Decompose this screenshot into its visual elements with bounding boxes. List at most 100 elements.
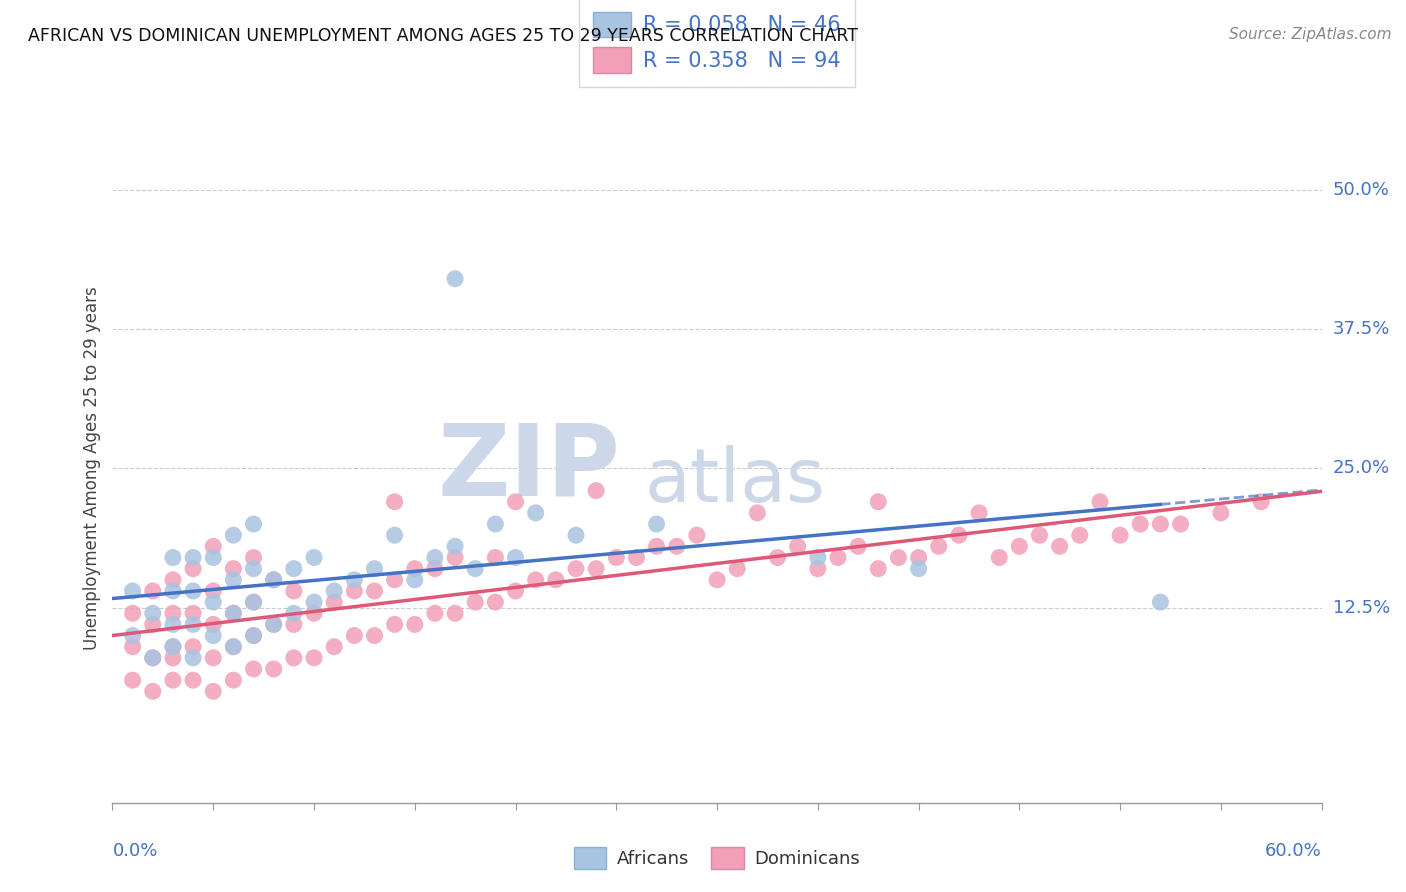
Point bbox=[484, 595, 506, 609]
Point bbox=[181, 651, 204, 665]
Point bbox=[283, 617, 305, 632]
Point bbox=[242, 595, 264, 609]
Point bbox=[162, 550, 184, 565]
Point bbox=[868, 562, 890, 576]
Point bbox=[181, 607, 204, 621]
Point bbox=[162, 584, 184, 599]
Point bbox=[202, 628, 225, 642]
Point bbox=[645, 539, 668, 553]
Point bbox=[766, 550, 789, 565]
Text: ZIP: ZIP bbox=[437, 420, 620, 516]
Point bbox=[1069, 528, 1091, 542]
Point bbox=[1049, 539, 1071, 553]
Point bbox=[343, 628, 366, 642]
Point bbox=[302, 550, 325, 565]
Point bbox=[384, 494, 406, 508]
Point bbox=[423, 550, 446, 565]
Point bbox=[263, 662, 285, 676]
Point bbox=[162, 640, 184, 654]
Point bbox=[202, 595, 225, 609]
Point bbox=[948, 528, 970, 542]
Point bbox=[302, 595, 325, 609]
Text: AFRICAN VS DOMINICAN UNEMPLOYMENT AMONG AGES 25 TO 29 YEARS CORRELATION CHART: AFRICAN VS DOMINICAN UNEMPLOYMENT AMONG … bbox=[28, 27, 858, 45]
Point bbox=[263, 617, 285, 632]
Point bbox=[363, 584, 385, 599]
Point bbox=[162, 651, 184, 665]
Point bbox=[162, 573, 184, 587]
Point bbox=[363, 628, 385, 642]
Point bbox=[263, 573, 285, 587]
Point bbox=[222, 528, 245, 542]
Point bbox=[222, 562, 245, 576]
Point bbox=[242, 662, 264, 676]
Y-axis label: Unemployment Among Ages 25 to 29 years: Unemployment Among Ages 25 to 29 years bbox=[83, 286, 101, 650]
Point bbox=[747, 506, 769, 520]
Point bbox=[121, 628, 143, 642]
Point bbox=[404, 573, 426, 587]
Point bbox=[323, 595, 346, 609]
Point bbox=[1149, 595, 1171, 609]
Point bbox=[928, 539, 950, 553]
Point bbox=[868, 494, 890, 508]
Point bbox=[585, 483, 607, 498]
Point bbox=[1170, 517, 1192, 532]
Text: 50.0%: 50.0% bbox=[1333, 180, 1389, 199]
Point bbox=[181, 617, 204, 632]
Point bbox=[283, 584, 305, 599]
Point bbox=[142, 607, 165, 621]
Point bbox=[142, 651, 165, 665]
Point bbox=[222, 673, 245, 688]
Point bbox=[444, 550, 467, 565]
Point bbox=[202, 651, 225, 665]
Point bbox=[464, 562, 486, 576]
Text: 0.0%: 0.0% bbox=[112, 842, 157, 860]
Point bbox=[283, 562, 305, 576]
Point bbox=[423, 607, 446, 621]
Point bbox=[1209, 506, 1232, 520]
Point bbox=[686, 528, 709, 542]
Point bbox=[343, 573, 366, 587]
Point bbox=[988, 550, 1011, 565]
Legend: R = 0.058   N = 46, R = 0.358   N = 94: R = 0.058 N = 46, R = 0.358 N = 94 bbox=[579, 0, 855, 87]
Point bbox=[1250, 494, 1272, 508]
Point bbox=[363, 562, 385, 576]
Point bbox=[524, 506, 547, 520]
Text: 37.5%: 37.5% bbox=[1333, 320, 1391, 338]
Point bbox=[142, 651, 165, 665]
Point bbox=[121, 673, 143, 688]
Point bbox=[1028, 528, 1050, 542]
Point bbox=[263, 573, 285, 587]
Point bbox=[242, 595, 264, 609]
Point bbox=[263, 617, 285, 632]
Point bbox=[222, 640, 245, 654]
Point bbox=[162, 607, 184, 621]
Point bbox=[181, 673, 204, 688]
Point bbox=[343, 584, 366, 599]
Point bbox=[202, 584, 225, 599]
Point bbox=[786, 539, 808, 553]
Point bbox=[323, 640, 346, 654]
Point bbox=[907, 550, 929, 565]
Text: 25.0%: 25.0% bbox=[1333, 459, 1391, 477]
Point bbox=[464, 595, 486, 609]
Point bbox=[1109, 528, 1132, 542]
Point bbox=[323, 584, 346, 599]
Point bbox=[725, 562, 748, 576]
Point bbox=[384, 617, 406, 632]
Point bbox=[404, 617, 426, 632]
Point bbox=[202, 539, 225, 553]
Point bbox=[162, 673, 184, 688]
Point bbox=[202, 550, 225, 565]
Point bbox=[283, 607, 305, 621]
Point bbox=[565, 528, 588, 542]
Point bbox=[242, 628, 264, 642]
Point bbox=[302, 651, 325, 665]
Point bbox=[665, 539, 688, 553]
Point bbox=[162, 617, 184, 632]
Point bbox=[544, 573, 567, 587]
Point bbox=[242, 517, 264, 532]
Point bbox=[222, 573, 245, 587]
Point bbox=[423, 562, 446, 576]
Point bbox=[121, 607, 143, 621]
Point bbox=[242, 628, 264, 642]
